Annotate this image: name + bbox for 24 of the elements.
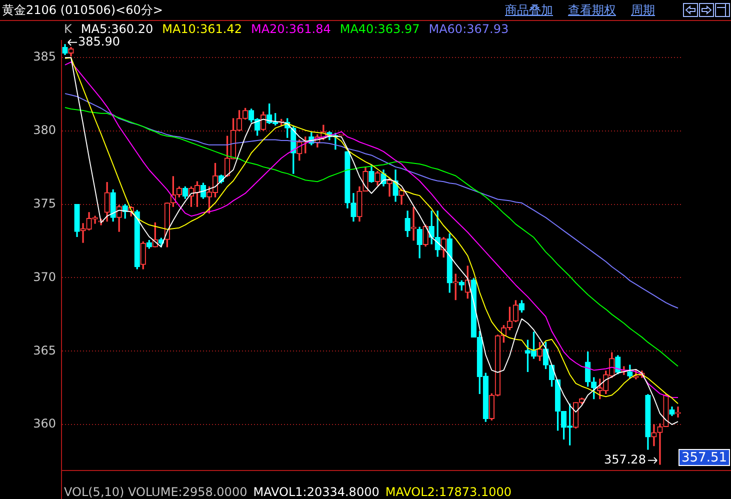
candlestick: [675, 406, 681, 418]
legend-title: K: [64, 22, 72, 36]
y-tick-label: 365: [33, 343, 56, 358]
text: MA60:367.93: [428, 22, 509, 36]
y-tick-label: 380: [33, 123, 56, 138]
text: 357.51: [682, 450, 728, 466]
text: MA40:363.97: [340, 22, 420, 36]
text: MA20:361.84: [250, 22, 331, 36]
text: MA10:361.42: [162, 22, 242, 36]
chart-title: 黄金2106 (010506)<60分>: [2, 3, 163, 17]
y-tick-label: 360: [33, 416, 56, 431]
y-tick-label: 385: [33, 50, 56, 64]
y-tick-label: 370: [33, 270, 56, 284]
text: 商品叠加: [505, 3, 553, 17]
annotation: 357.28: [604, 452, 646, 467]
series-label: MA5:360.20: [80, 22, 154, 36]
text: MAVOL1:20334.8000: [253, 485, 380, 499]
y-tick-label: 375: [33, 196, 56, 210]
text: VOL(5,10) VOLUME:2958.0000: [64, 485, 248, 499]
text: 周期: [631, 3, 655, 17]
text: 查看期权: [568, 3, 616, 17]
candlestick: [651, 424, 657, 446]
annotation: 385.90: [78, 34, 120, 49]
text: MAVOL2:17873.1000: [385, 485, 512, 499]
